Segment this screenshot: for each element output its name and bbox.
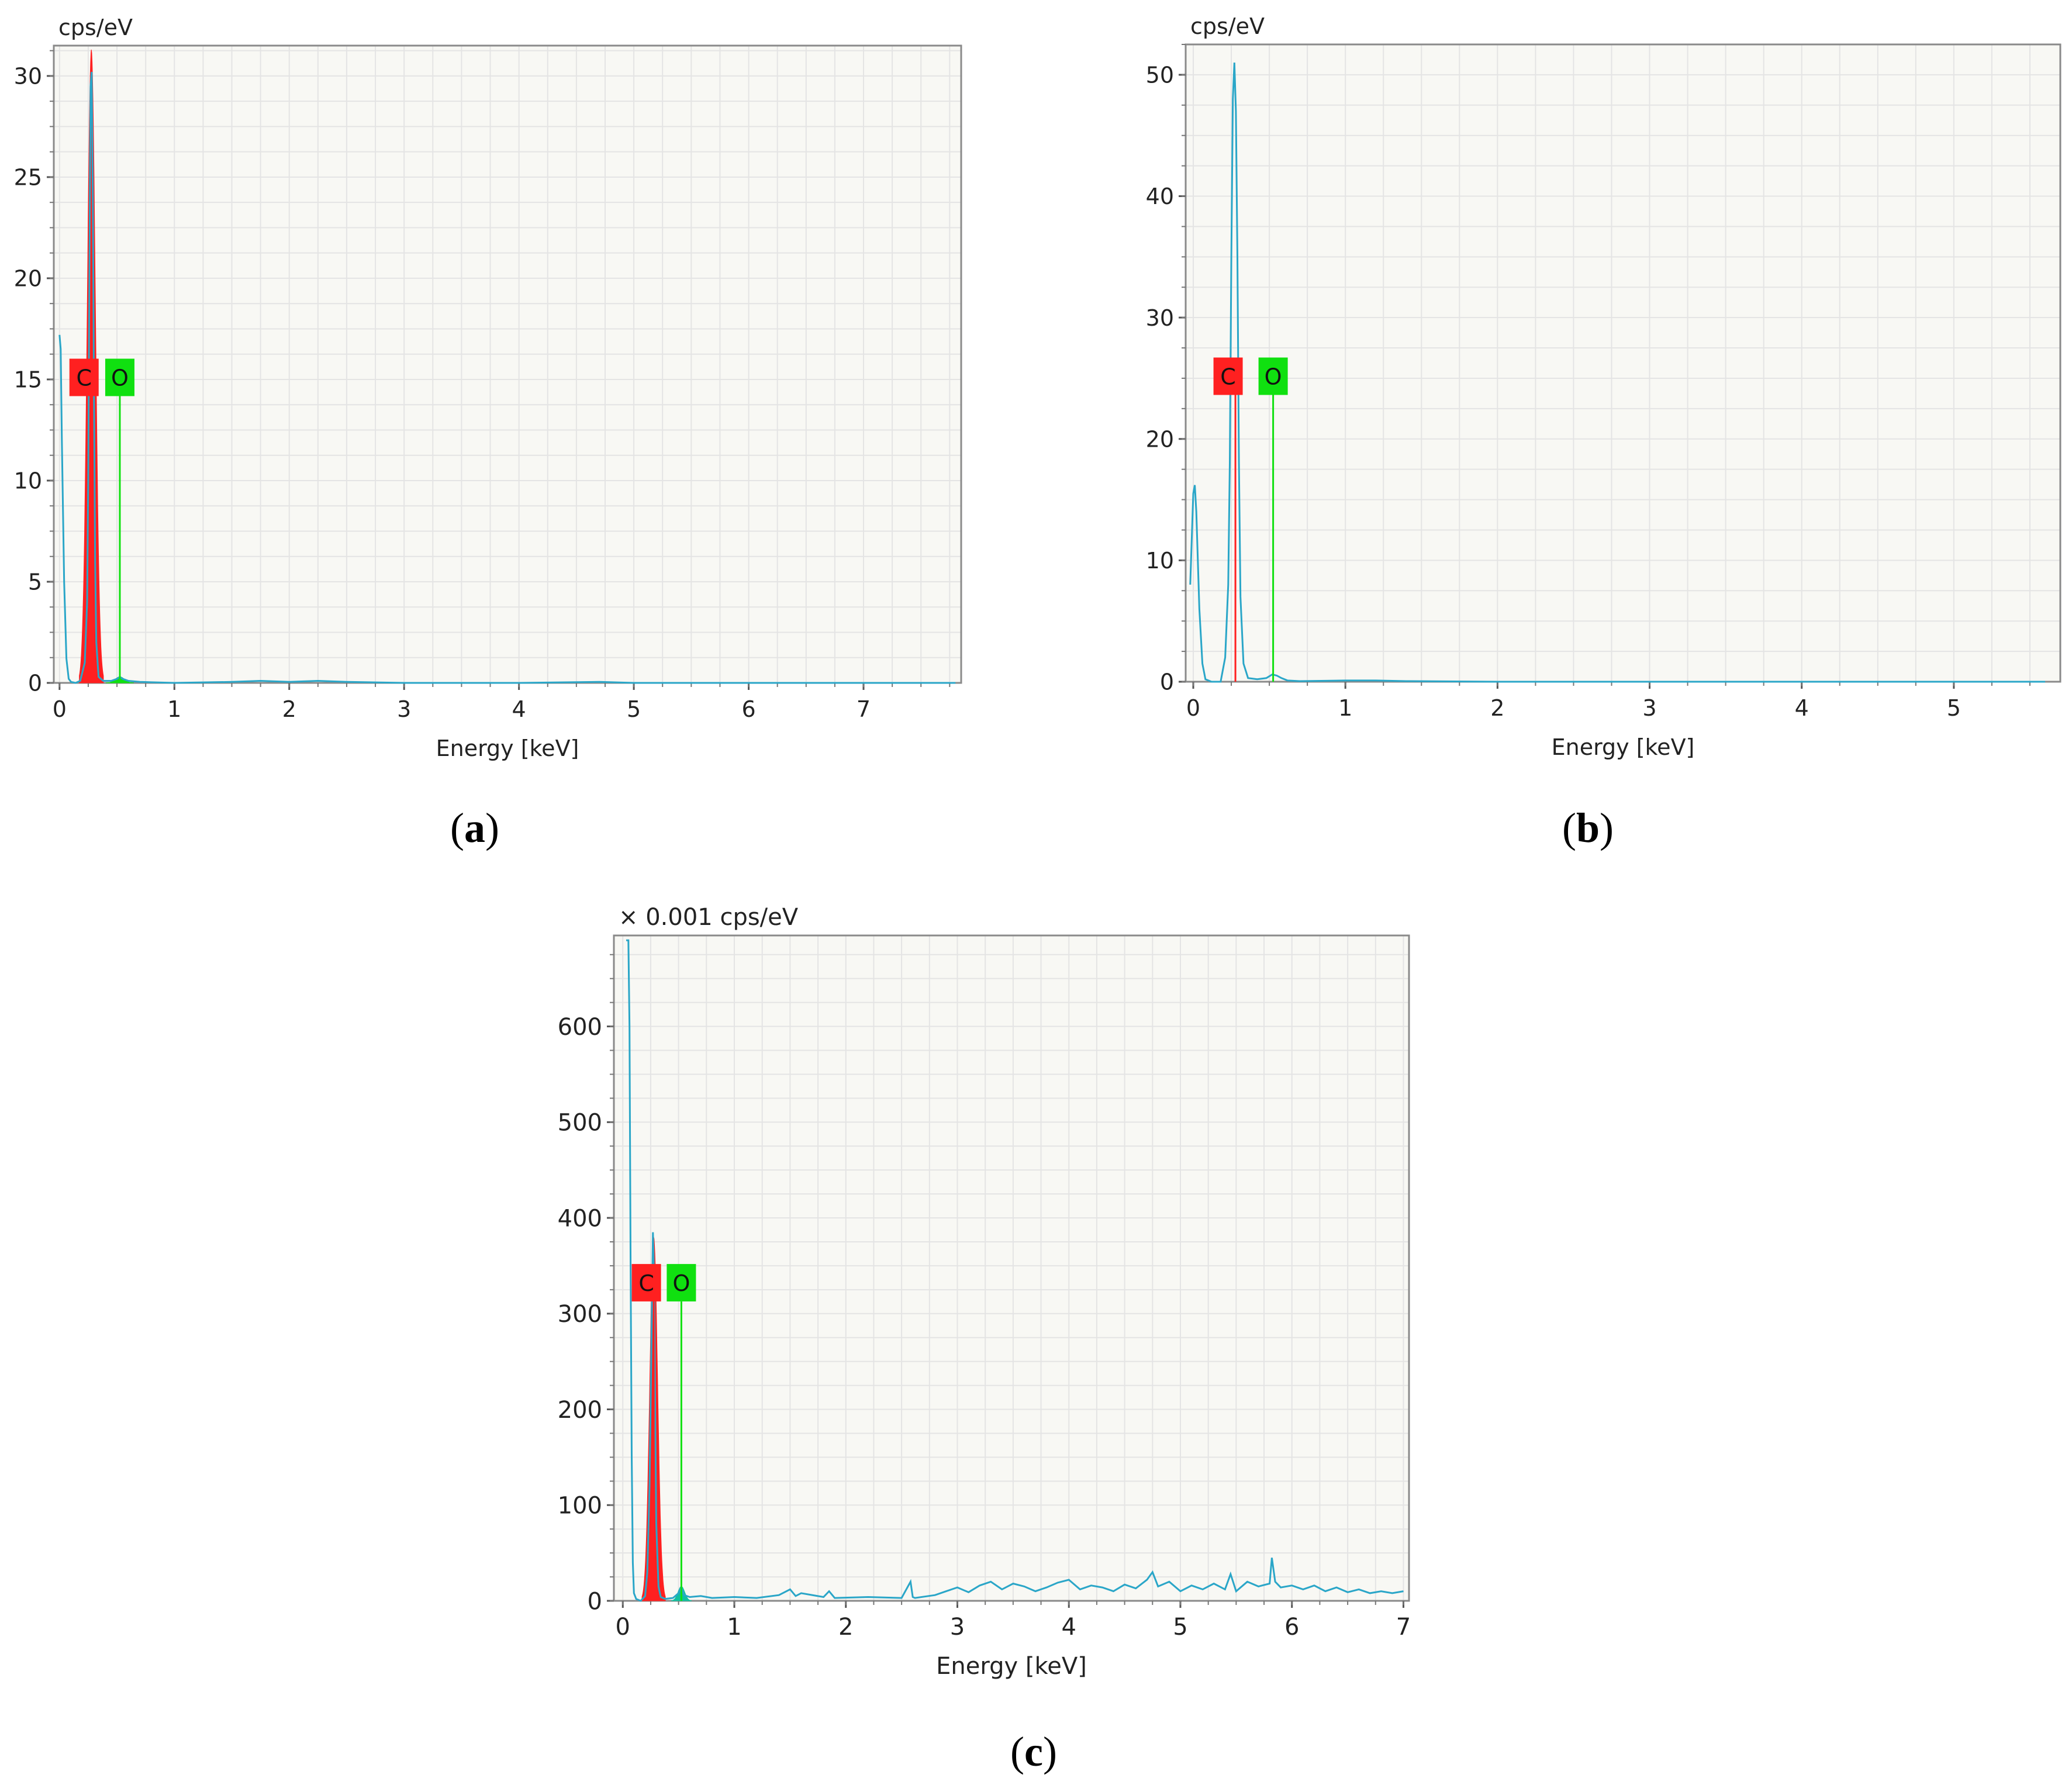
element-marker-o <box>667 1263 696 1301</box>
spectrum-line <box>626 939 1404 1602</box>
x-tick-label: 6 <box>741 696 755 722</box>
x-axis-label: Energy [keV] <box>436 736 579 761</box>
y-tick-label: 30 <box>1146 305 1174 331</box>
y-axis-label: cps/eV <box>58 15 133 40</box>
x-tick-label: 6 <box>1284 1614 1299 1641</box>
y-tick-label: 200 <box>558 1397 602 1424</box>
y-tick-label: 0 <box>588 1588 602 1615</box>
panel-label-letter: c <box>1024 1728 1043 1775</box>
x-tick-label: 3 <box>950 1614 965 1641</box>
y-tick-label: 5 <box>28 569 42 595</box>
plot-frame <box>613 934 1410 1602</box>
spectrum-line <box>58 71 956 684</box>
y-tick-label: 20 <box>14 266 42 292</box>
element-marker-label: O <box>1265 364 1282 390</box>
x-tick-label: 0 <box>53 696 67 722</box>
x-tick-label: 4 <box>1062 1614 1076 1641</box>
element-marker-label: O <box>672 1270 690 1296</box>
element-marker-label: C <box>1220 364 1236 390</box>
y-axis-label: cps/eV <box>1190 13 1265 39</box>
y-axis-label: × 0.001 cps/eV <box>619 904 799 931</box>
x-tick-label: 7 <box>857 696 871 722</box>
x-tick-label: 7 <box>1396 1614 1411 1641</box>
panel-label-close: ) <box>485 805 499 851</box>
y-tick-label: 100 <box>558 1493 602 1520</box>
plot-area <box>54 46 961 683</box>
element-marker-label: C <box>76 365 92 391</box>
x-axis-label: Energy [keV] <box>1552 734 1695 760</box>
x-tick-label: 3 <box>1642 695 1656 721</box>
element-marker-o <box>1258 357 1288 395</box>
chart-a: 0 1 2 3 4 5 6 7 0 5 10 15 20 25 30 cps/eV Energy [keV] C O <box>14 15 962 761</box>
element-marker-label: O <box>111 365 129 391</box>
panel-label-c: (c) <box>1010 1728 1057 1776</box>
x-tick-label: 0 <box>1186 695 1200 721</box>
x-tick-label: 1 <box>167 696 181 722</box>
x-tick-label: 2 <box>838 1614 853 1641</box>
y-tick-label: 0 <box>28 671 42 696</box>
element-marker-label: C <box>638 1270 654 1296</box>
panel-label-letter: a <box>464 805 485 851</box>
x-tick-label: 2 <box>282 696 296 722</box>
grid <box>54 46 961 683</box>
element-marker-c <box>1213 357 1243 395</box>
chart-c: 0 1 2 3 4 5 6 7 0 100 200 300 400 500 600 × 0.001 cps/e… <box>558 904 1411 1680</box>
x-axis-label: Energy [keV] <box>936 1653 1087 1680</box>
y-tick-label: 30 <box>14 64 42 89</box>
plot-area <box>614 935 1409 1601</box>
x-tick-label: 3 <box>397 696 411 722</box>
x-tick-label: 1 <box>727 1614 741 1641</box>
panel-label-close: ) <box>1600 805 1614 851</box>
panel-label-open: ( <box>450 805 464 851</box>
x-tick-label: 5 <box>627 696 641 722</box>
panel-label-b: (b) <box>1562 804 1614 852</box>
y-tick-label: 25 <box>14 165 42 191</box>
spectrum-line <box>1189 63 2045 683</box>
y-tick-label: 400 <box>558 1205 602 1232</box>
panel-label-close: ) <box>1042 1728 1057 1775</box>
y-tick-label: 500 <box>558 1110 602 1137</box>
element-marker-c <box>631 1263 661 1301</box>
x-tick-label: 2 <box>1490 695 1504 721</box>
x-tick-label: 5 <box>1947 695 1961 721</box>
y-tick-label: 50 <box>1146 63 1174 88</box>
y-tick-label: 10 <box>1146 548 1174 574</box>
panel-label-open: ( <box>1562 805 1576 851</box>
x-tick-label: 1 <box>1338 695 1352 721</box>
x-tick-label: 4 <box>1795 695 1809 721</box>
y-tick-label: 20 <box>1146 426 1174 452</box>
element-marker-o <box>105 358 134 396</box>
panel-label-open: ( <box>1010 1728 1024 1775</box>
y-tick-label: 40 <box>1146 184 1174 209</box>
plot-area <box>1186 44 2060 682</box>
element-marker-c <box>69 358 99 396</box>
y-tick-label: 15 <box>14 367 42 393</box>
y-tick-label: 600 <box>558 1014 602 1041</box>
panel-label-a: (a) <box>450 804 499 852</box>
x-tick-label: 0 <box>616 1614 630 1641</box>
panel-label-letter: b <box>1576 805 1600 851</box>
x-tick-label: 4 <box>512 696 526 722</box>
x-tick-label: 5 <box>1173 1614 1187 1641</box>
y-tick-label: 0 <box>1160 669 1174 695</box>
y-tick-label: 300 <box>558 1301 602 1328</box>
y-tick-label: 10 <box>14 468 42 494</box>
